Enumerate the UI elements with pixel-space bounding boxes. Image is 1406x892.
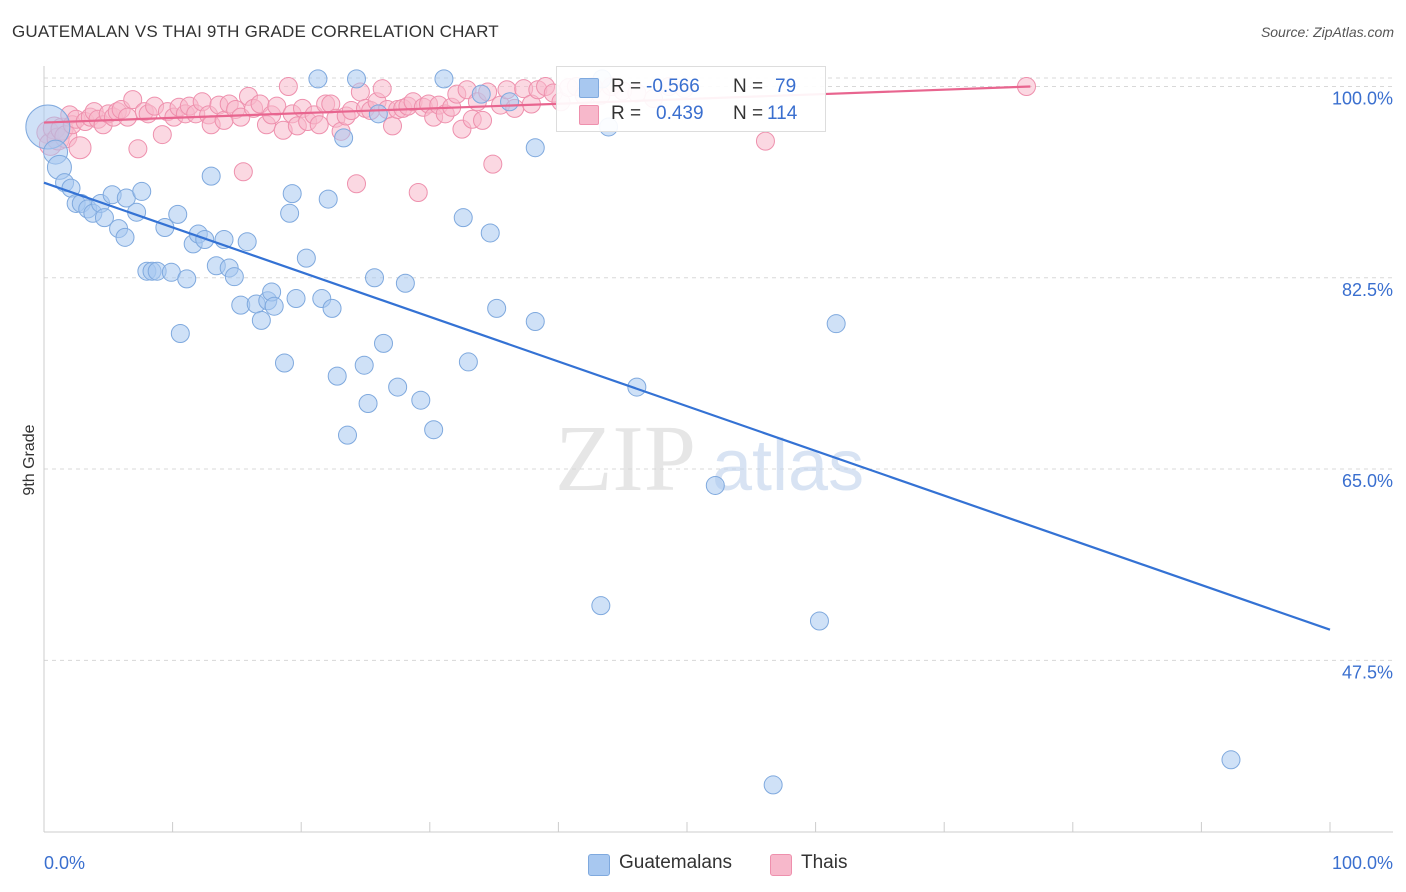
y-tick-label: 47.5%	[1342, 662, 1393, 682]
guatemalan-point	[458, 352, 478, 372]
legend-row-guatemalans: R = -0.566 N = 79	[557, 73, 825, 101]
guatemalan-point	[170, 324, 190, 344]
y-tick-label: 65.0%	[1342, 471, 1393, 491]
guatemalan-point	[296, 248, 316, 268]
guatemalan-point	[282, 184, 302, 204]
guatemalan-point	[525, 138, 545, 158]
guatemalan-point	[809, 611, 829, 631]
watermark-zip: ZIP	[555, 407, 696, 511]
thai-point	[755, 131, 775, 151]
thai-point	[267, 96, 287, 116]
guatemalan-point	[627, 377, 647, 397]
legend-r-label: R =	[611, 76, 642, 97]
guatemalan-point	[177, 269, 197, 289]
x-tick-label-min: 0.0%	[44, 853, 85, 873]
guatemalan-point	[368, 104, 388, 124]
guatemalan-point	[334, 128, 354, 148]
guatemalan-point	[318, 189, 338, 209]
y-tick-label: 82.5%	[1342, 280, 1393, 300]
axis-layer: 100.0% 82.5% 65.0% 47.5%	[43, 66, 1393, 833]
guatemalan-point	[237, 232, 257, 252]
guatemalan-point	[224, 267, 244, 287]
guatemalan-point	[487, 298, 507, 318]
guatemalan-point	[374, 333, 394, 353]
guatemalan-point	[346, 69, 366, 89]
thai-point	[473, 110, 493, 130]
guatemalan-point	[1221, 750, 1241, 770]
legend-label-guatemalans: Guatemalans	[619, 852, 733, 873]
guatemalan-point	[168, 204, 188, 224]
legend-swatch-pink	[579, 105, 599, 125]
thai-point	[383, 116, 403, 136]
thai-point	[118, 107, 138, 127]
guatemalan-point	[251, 310, 271, 330]
thai-point	[372, 79, 392, 99]
guatemalan-point	[94, 208, 114, 228]
guatemalan-point	[327, 366, 347, 386]
guatemalan-point	[322, 298, 342, 318]
guatemalan-point	[826, 314, 846, 334]
thai-point	[152, 125, 172, 145]
guatemalan-point	[286, 289, 306, 309]
chart-title: GUATEMALAN VS THAI 9TH GRADE CORRELATION…	[12, 22, 499, 41]
guatemalan-point	[365, 268, 385, 288]
guatemalan-point	[480, 223, 500, 243]
thai-point	[483, 154, 503, 174]
guatemalan-trend-line	[43, 181, 1331, 631]
guatemalan-point	[337, 425, 357, 445]
guatemalan-point	[388, 377, 408, 397]
guatemalan-point	[525, 311, 545, 331]
thai-point	[123, 90, 143, 110]
guatemalan-point	[471, 84, 491, 104]
stats-legend: R = -0.566 N = 79 R = 0.439 N = 114	[556, 66, 826, 132]
thai-point	[68, 136, 92, 160]
legend-r-value: -0.566	[646, 76, 700, 97]
chart-source: Source: ZipAtlas.com	[1260, 24, 1394, 40]
thai-point	[408, 183, 428, 203]
legend-swatch-blue	[579, 78, 599, 98]
thai-point	[128, 139, 148, 159]
guatemalan-point	[115, 227, 135, 247]
legend-n-label: N =	[733, 103, 764, 124]
legend-n-label: N =	[733, 76, 764, 97]
thai-trend-line	[43, 85, 1031, 124]
legend-n-value: 114	[767, 103, 798, 124]
guatemalan-point	[411, 390, 431, 410]
thai-point	[233, 162, 253, 182]
legend-row-thais: R = 0.439 N = 114	[557, 100, 825, 128]
legend-n-value: 79	[775, 76, 797, 97]
thai-point	[278, 77, 298, 96]
y-tick-label: 100.0%	[1332, 89, 1393, 109]
guatemalan-point	[132, 181, 152, 201]
guatemalan-point	[358, 393, 378, 413]
guatemalan-point	[705, 475, 725, 495]
guatemalan-point	[201, 166, 221, 186]
watermark-atlas: atlas	[712, 426, 864, 506]
thai-point	[309, 115, 329, 135]
guatemalan-point	[453, 208, 473, 228]
trend-layer	[43, 85, 1331, 631]
guatemalan-point	[354, 355, 374, 375]
legend-swatch-blue	[588, 854, 610, 876]
x-tick-label-max: 100.0%	[1332, 853, 1393, 873]
guatemalan-point	[274, 353, 294, 373]
guatemalan-point	[591, 596, 611, 616]
legend-r-label: R =	[611, 103, 642, 124]
y-axis-title: 9th Grade	[21, 424, 38, 495]
legend-r-value: 0.439	[656, 103, 704, 124]
guatemalan-point	[308, 69, 328, 89]
guatemalan-point	[395, 273, 415, 293]
guatemalan-point	[500, 92, 520, 112]
guatemalan-point	[280, 203, 300, 223]
guatemalan-point	[763, 775, 783, 795]
thai-point	[346, 174, 366, 194]
guatemalan-point	[434, 69, 454, 89]
guatemalan-point	[264, 296, 284, 316]
guatemalan-point	[424, 420, 444, 440]
legend-label-thais: Thais	[801, 852, 848, 873]
legend-swatch-pink	[770, 854, 792, 876]
